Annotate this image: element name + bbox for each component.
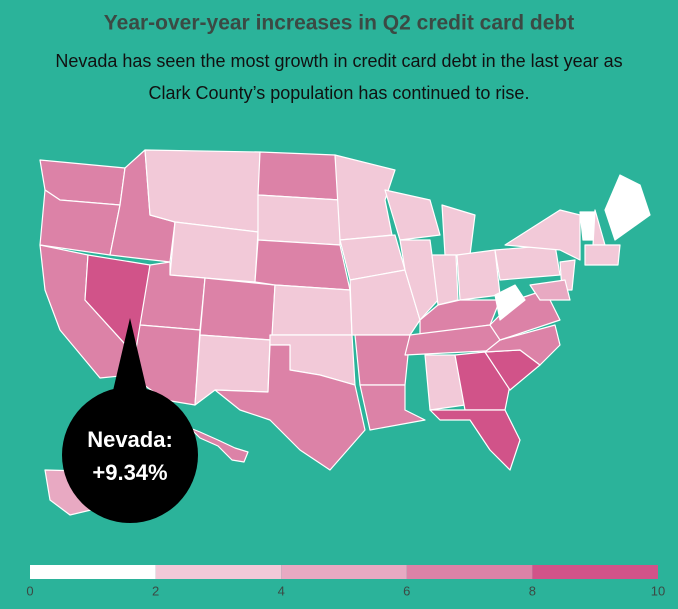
region (494, 244, 561, 281)
region (592, 209, 606, 246)
legend-tick-label: 2 (152, 583, 159, 598)
region (399, 239, 439, 321)
legend-tick-label: 4 (278, 583, 285, 598)
legend-swatch (406, 565, 533, 579)
region (354, 334, 411, 386)
legend-swatch (155, 565, 282, 579)
title: Year-over-year increases in Q2 credit ca… (104, 12, 574, 35)
region (349, 269, 421, 336)
region (504, 209, 581, 261)
states (39, 149, 651, 516)
region (199, 277, 276, 341)
region (359, 384, 426, 431)
subtitle: Nevada has seen the most growth in credi… (55, 51, 622, 71)
region (441, 204, 476, 256)
subtitle: Clark County’s population has continued … (149, 83, 530, 103)
legend: 0 2 4 6 8 10 (26, 565, 665, 598)
region (604, 174, 651, 241)
legend-swatch (30, 565, 156, 579)
legend-tick-label: 0 (26, 583, 33, 598)
region (257, 194, 341, 246)
callout-value: +9.34% (92, 460, 167, 485)
region (334, 154, 396, 241)
region (254, 239, 351, 291)
legend-tick-label: 10 (651, 583, 665, 598)
region (214, 344, 366, 471)
region (384, 189, 441, 241)
region (529, 279, 571, 301)
region (454, 351, 511, 411)
legend-tick-label: 8 (529, 583, 536, 598)
region (579, 211, 596, 241)
callout-pointer (112, 318, 148, 395)
region (257, 151, 341, 201)
region (456, 249, 501, 301)
region (189, 427, 249, 463)
callout (62, 387, 198, 523)
legend-swatch (281, 565, 407, 579)
legend-swatch (532, 565, 658, 579)
region (271, 284, 353, 336)
region (429, 409, 521, 471)
region (584, 244, 621, 266)
legend-tick-label: 6 (403, 583, 410, 598)
callout-label: Nevada: (87, 427, 173, 452)
region (494, 284, 526, 321)
region (169, 221, 259, 283)
region (484, 324, 561, 366)
